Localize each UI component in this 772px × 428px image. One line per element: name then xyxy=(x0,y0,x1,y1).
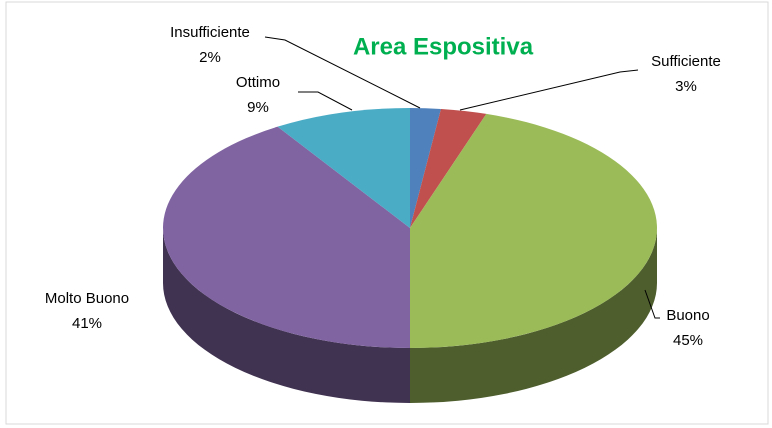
chart-title: Area Espositiva xyxy=(353,33,534,60)
leader-line xyxy=(264,36,421,109)
slice-value-label: 45% xyxy=(673,332,703,349)
slice xyxy=(410,108,441,228)
slice xyxy=(277,108,410,228)
slice-label: Insufficiente xyxy=(170,24,250,41)
slice-value-label: 9% xyxy=(247,99,269,116)
leader-line xyxy=(644,289,660,319)
slice-label: Buono xyxy=(666,307,709,324)
slice xyxy=(410,108,487,228)
slice xyxy=(410,113,657,348)
slice-label: Sufficiente xyxy=(651,53,721,70)
slice-value-label: 3% xyxy=(675,78,697,95)
slice-value-label: 41% xyxy=(72,315,102,332)
slice-label: Molto Buono xyxy=(45,290,129,307)
slice xyxy=(163,126,410,348)
slice-label: Ottimo xyxy=(236,74,280,91)
slice-value-label: 2% xyxy=(199,49,221,66)
leader-line xyxy=(298,91,353,111)
slice-side xyxy=(163,228,410,403)
slice-side xyxy=(410,228,657,403)
leader-line xyxy=(459,69,639,111)
